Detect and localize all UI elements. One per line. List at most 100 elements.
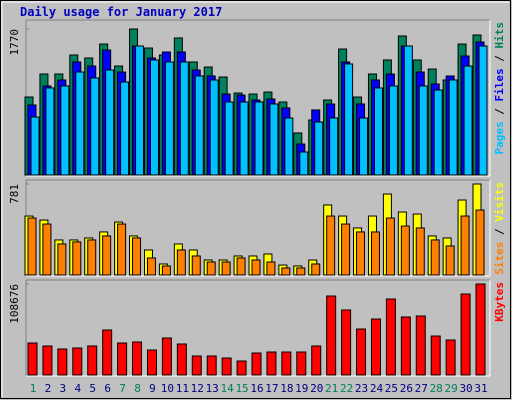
x-tick-label: 9 — [149, 382, 156, 395]
bar — [194, 75, 204, 176]
bar — [87, 239, 97, 276]
bar — [146, 349, 157, 376]
bar — [251, 352, 262, 376]
bar — [356, 231, 366, 276]
bar — [463, 65, 473, 176]
x-tick-label: 2 — [45, 382, 52, 395]
bar — [179, 61, 189, 176]
bar — [87, 345, 98, 376]
bar — [161, 337, 172, 376]
bar — [191, 355, 202, 376]
legend-separator: / — [493, 102, 506, 122]
x-tick-label: 4 — [74, 382, 81, 395]
bar — [433, 89, 443, 176]
bar — [296, 267, 306, 276]
bar — [27, 217, 37, 276]
bar — [236, 257, 246, 276]
bar — [90, 77, 100, 176]
bar — [296, 351, 307, 376]
legend-separator: / — [493, 49, 506, 69]
legend-entry: Visits — [493, 182, 506, 222]
bar — [478, 45, 488, 176]
bar — [284, 117, 294, 176]
y-tick-label: 781 — [8, 184, 21, 204]
bar — [299, 151, 309, 176]
bar — [117, 342, 128, 376]
x-tick-label: 14 — [221, 382, 235, 395]
x-tick-label: 1 — [30, 382, 37, 395]
bar — [373, 87, 383, 176]
x-tick-label: 23 — [355, 382, 368, 395]
bar — [117, 223, 127, 276]
bar — [45, 87, 55, 176]
bar — [120, 81, 130, 176]
bar — [164, 61, 174, 176]
x-tick-label: 29 — [445, 382, 458, 395]
bar — [400, 225, 410, 276]
bar — [460, 293, 471, 376]
x-tick-label: 20 — [310, 382, 323, 395]
x-tick-label: 12 — [191, 382, 204, 395]
bar — [191, 255, 201, 276]
bar — [400, 316, 411, 376]
bar — [132, 237, 142, 276]
bar — [415, 315, 426, 376]
bar — [281, 351, 292, 376]
bar — [430, 239, 440, 276]
bar — [206, 355, 217, 376]
bar — [269, 103, 279, 176]
bar — [341, 309, 352, 376]
x-tick-label: 18 — [280, 382, 293, 395]
x-tick-label: 26 — [400, 382, 413, 395]
bar — [176, 343, 187, 376]
x-tick-label: 15 — [235, 382, 248, 395]
x-tick-label: 27 — [415, 382, 428, 395]
x-tick-label: 10 — [161, 382, 174, 395]
bar — [314, 121, 324, 176]
x-tick-label: 19 — [295, 382, 308, 395]
bar — [224, 101, 234, 176]
x-tick-label: 25 — [385, 382, 398, 395]
bar — [206, 261, 216, 276]
bar — [430, 335, 441, 376]
bar — [460, 215, 470, 276]
bar — [60, 85, 70, 176]
bar — [370, 231, 380, 276]
bar — [132, 341, 143, 376]
bar — [42, 223, 52, 276]
bar — [57, 243, 67, 276]
bar — [266, 261, 276, 276]
x-tick-label: 30 — [459, 382, 472, 395]
x-tick-label: 24 — [370, 382, 384, 395]
bar — [418, 85, 428, 176]
bar — [326, 215, 336, 276]
bar — [344, 63, 354, 176]
chart-title: Daily usage for January 2017 — [20, 5, 222, 19]
bar — [475, 209, 485, 276]
bar — [42, 345, 53, 376]
bar — [266, 351, 277, 376]
legend-entry: Hits — [493, 22, 506, 49]
x-tick-label: 5 — [89, 382, 96, 395]
legend-entry: KBytes — [493, 282, 506, 322]
legend-separator: / — [493, 222, 506, 242]
bar — [239, 101, 249, 176]
x-tick-label: 21 — [325, 382, 338, 395]
x-tick-label: 3 — [60, 382, 67, 395]
bar — [161, 265, 171, 276]
bar — [135, 45, 145, 176]
bar — [388, 85, 398, 176]
bar — [30, 116, 40, 176]
bar — [221, 261, 231, 276]
y-tick-label: 1770 — [8, 29, 21, 56]
x-tick-label: 7 — [119, 382, 126, 395]
bar — [146, 257, 156, 276]
bar — [105, 69, 115, 176]
bar — [311, 263, 321, 276]
bar — [221, 357, 232, 376]
bar — [236, 360, 247, 376]
bar — [326, 295, 337, 376]
x-tick-label: 11 — [176, 382, 189, 395]
